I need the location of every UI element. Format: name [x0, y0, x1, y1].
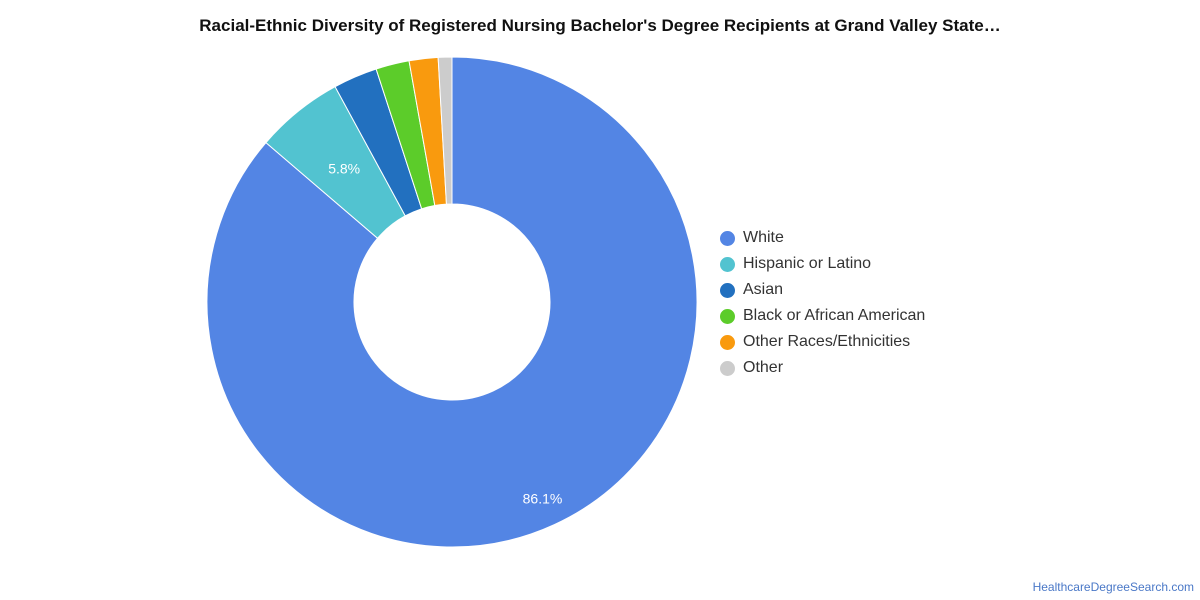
legend-item-asian[interactable]: Asian	[720, 280, 925, 300]
legend-item-other-races-ethnicities[interactable]: Other Races/Ethnicities	[720, 332, 925, 352]
watermark-link[interactable]: HealthcareDegreeSearch.com	[1032, 580, 1194, 594]
legend-item-white[interactable]: White	[720, 228, 925, 248]
legend-swatch	[720, 230, 735, 246]
legend-label: Asian	[743, 281, 784, 298]
legend-swatch	[720, 308, 735, 324]
legend-swatch	[720, 282, 735, 298]
chart-title: Racial-Ethnic Diversity of Registered Nu…	[199, 16, 1001, 35]
legend-swatch	[720, 334, 735, 350]
data-label-hispanic-or-latino: 5.8%	[328, 161, 360, 177]
slice-other[interactable]	[437, 56, 453, 205]
data-label-white: 86.1%	[523, 491, 563, 507]
legend-label: White	[743, 229, 784, 246]
legend-item-black-or-african-american[interactable]: Black or African American	[720, 306, 925, 326]
legend-label: Other Races/Ethnicities	[743, 333, 911, 350]
legend-item-hispanic-or-latino[interactable]: Hispanic or Latino	[720, 254, 925, 274]
slice-white[interactable]	[206, 56, 698, 548]
chart-legend: White Hispanic or Latino Asian Black or Afr…	[720, 228, 925, 378]
legend-swatch	[720, 256, 735, 272]
legend-item-other[interactable]: Other	[720, 358, 925, 378]
legend-swatch	[720, 360, 735, 376]
legend-label: Hispanic or Latino	[743, 255, 872, 272]
legend-label: Other	[743, 359, 784, 376]
legend-label: Black or African American	[743, 307, 926, 324]
